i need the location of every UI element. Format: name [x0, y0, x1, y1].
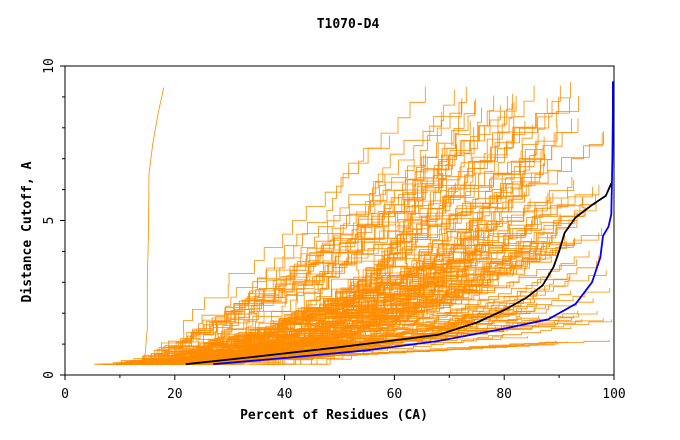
- model-line: [98, 318, 541, 365]
- x-tick-label: 80: [496, 387, 512, 402]
- black-series-line: [185, 183, 613, 366]
- model-line: [283, 81, 571, 365]
- model-line: [102, 319, 612, 365]
- highlight-lines: [185, 81, 614, 366]
- model-line: [130, 186, 512, 365]
- y-tick-label: 10: [42, 58, 57, 74]
- model-line: [268, 127, 475, 365]
- model-line: [182, 186, 593, 365]
- model-line: [166, 147, 545, 365]
- x-tick-label: 0: [61, 387, 69, 402]
- model-line: [317, 102, 515, 365]
- x-tick-label: 40: [277, 387, 293, 402]
- model-line: [227, 112, 538, 365]
- y-tick-label: 5: [42, 217, 57, 225]
- model-line: [156, 121, 526, 365]
- chart-title: T1070-D4: [317, 17, 380, 32]
- model-line: [266, 107, 482, 365]
- model-line: [267, 87, 467, 365]
- model-line: [214, 95, 495, 365]
- y-axis-ticks: 0 5 10: [42, 58, 65, 379]
- model-line: [144, 87, 165, 360]
- model-line: [137, 193, 497, 365]
- model-line: [143, 98, 548, 365]
- model-line: [126, 183, 387, 365]
- model-lines: [94, 81, 612, 365]
- model-line: [160, 98, 463, 365]
- model-line: [225, 85, 535, 365]
- model-line: [156, 155, 425, 365]
- model-line: [147, 86, 426, 365]
- x-tick-label: 20: [167, 387, 183, 402]
- model-line: [217, 105, 501, 365]
- x-axis-ticks: 0 20 40 60 80 100: [61, 375, 626, 402]
- model-line: [263, 85, 561, 365]
- model-line: [172, 101, 462, 365]
- x-tick-label: 100: [602, 387, 625, 402]
- model-line: [300, 93, 513, 365]
- x-axis-label: Percent of Residues (CA): [240, 408, 428, 423]
- y-axis-label: Distance Cutoff, A: [20, 161, 35, 302]
- model-line: [140, 164, 452, 365]
- model-line: [224, 98, 477, 365]
- blue-series-line: [213, 81, 614, 366]
- model-line: [148, 140, 471, 365]
- y-tick-label: 0: [42, 371, 57, 379]
- model-line: [311, 89, 455, 365]
- x-tick-label: 60: [387, 387, 403, 402]
- model-line: [158, 177, 522, 365]
